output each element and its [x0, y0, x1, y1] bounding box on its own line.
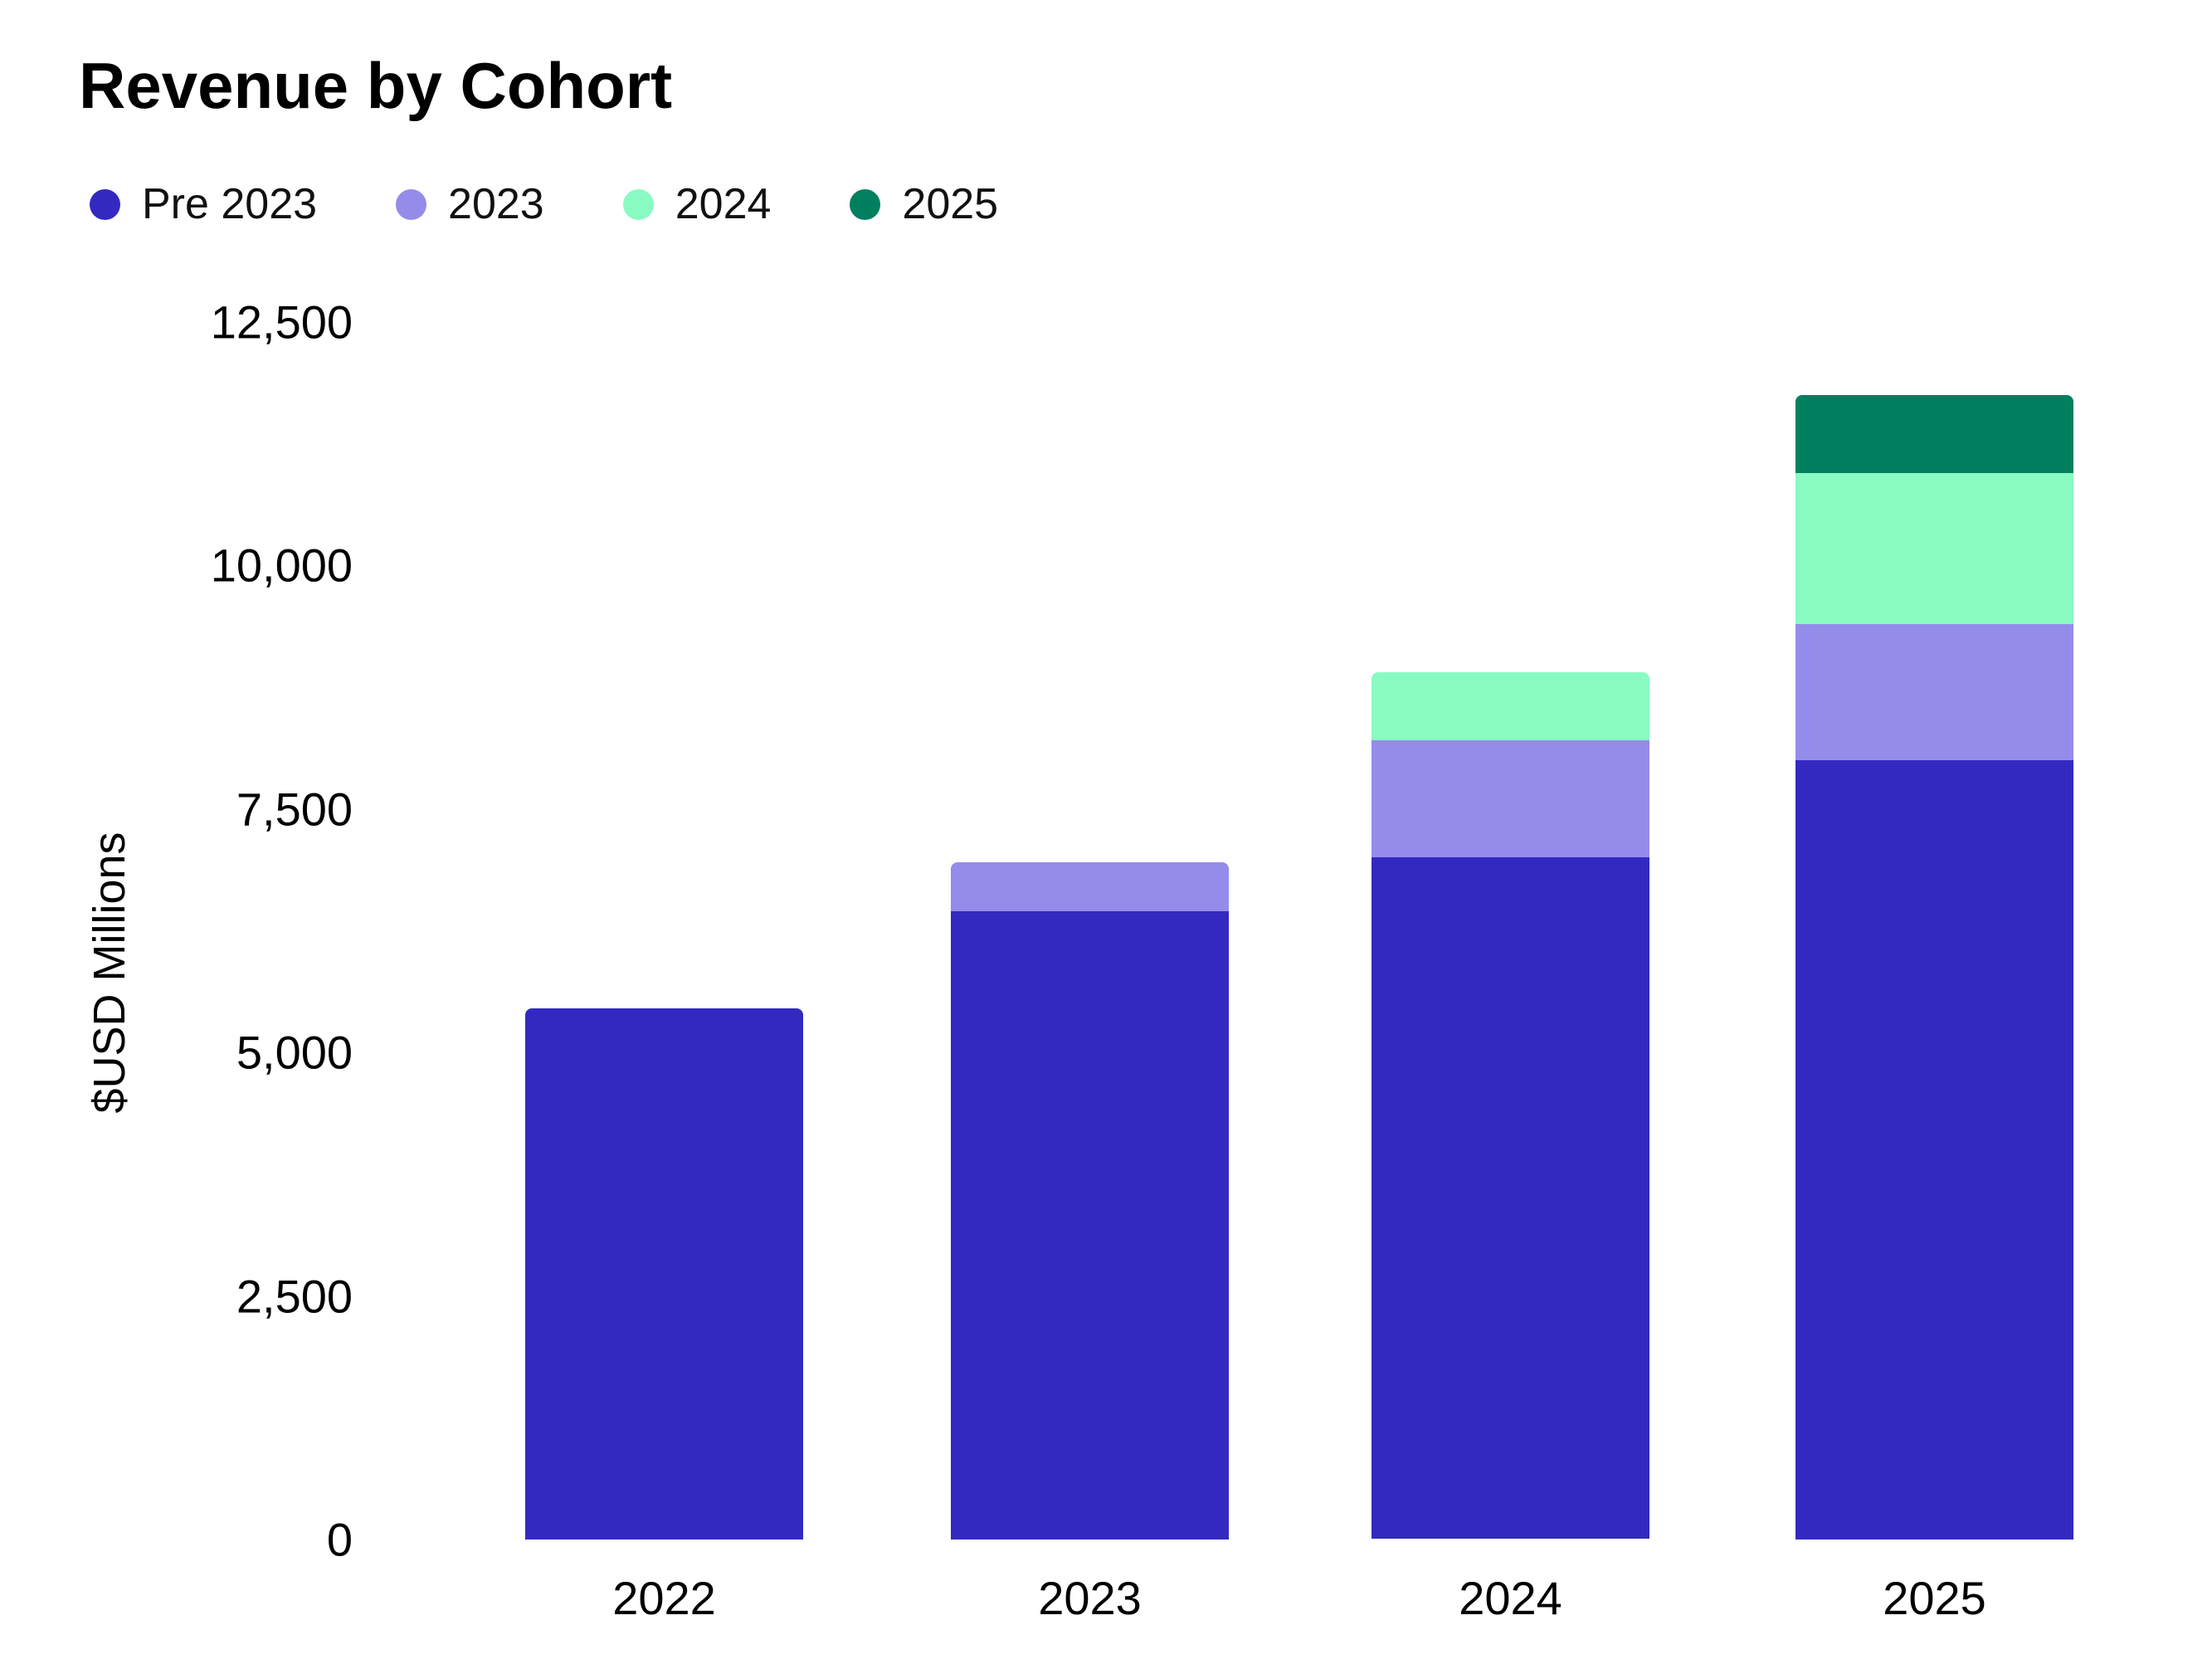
legend-item-label: 2023 — [448, 180, 544, 228]
legend-item-label: Pre 2023 — [142, 180, 318, 228]
bar-2024-segment-pre-2023[interactable] — [1372, 856, 1649, 1540]
legend: Pre 2023 2023 2024 2025 — [90, 179, 998, 229]
y-axis-tick-label: 12,500 — [210, 295, 353, 349]
chart-title: Revenue by Cohort — [79, 49, 673, 122]
legend-item-2023[interactable]: 2023 — [396, 179, 544, 229]
bar-2024-segment-2024[interactable] — [1372, 672, 1649, 741]
bar-2024[interactable] — [1372, 672, 1649, 1540]
x-axis-tick-label-2024: 2024 — [1459, 1572, 1562, 1624]
bar-2023-segment-2023[interactable] — [951, 862, 1229, 911]
legend-item-pre-2023[interactable]: Pre 2023 — [90, 179, 317, 229]
y-axis-tick-label: 0 — [326, 1513, 353, 1566]
legend-item-2025[interactable]: 2025 — [850, 179, 998, 229]
y-axis-tick-label: 10,000 — [210, 539, 353, 592]
bar-2025-segment-2023[interactable] — [1795, 623, 2073, 761]
bar-2025-segment-pre-2023[interactable] — [1795, 760, 2073, 1540]
bar-2025-segment-2024[interactable] — [1795, 472, 2073, 624]
bar-2022[interactable] — [525, 1008, 803, 1540]
bar-2025[interactable] — [1795, 395, 2073, 1540]
legend-dot-icon — [622, 188, 654, 220]
y-axis-tick-label: 2,500 — [236, 1270, 353, 1323]
y-axis-tick-label: 5,000 — [236, 1026, 353, 1079]
bar-2023[interactable] — [951, 862, 1229, 1540]
legend-dot-icon — [850, 188, 881, 220]
bar-2025-segment-2025[interactable] — [1795, 395, 2073, 473]
legend-dot-icon — [396, 188, 427, 220]
legend-item-2024[interactable]: 2024 — [622, 179, 772, 229]
legend-item-label: 2024 — [675, 180, 772, 228]
x-axis-tick-label-2023: 2023 — [1038, 1572, 1142, 1624]
y-axis-tick-label: 7,500 — [236, 783, 353, 836]
x-axis-tick-label-2025: 2025 — [1883, 1572, 1986, 1624]
legend-item-label: 2025 — [902, 180, 999, 228]
bar-2022-segment-pre-2023[interactable] — [525, 1008, 803, 1540]
bar-2024-segment-2023[interactable] — [1372, 740, 1649, 857]
x-axis-tick-label-2022: 2022 — [612, 1572, 716, 1624]
bar-2023-segment-pre-2023[interactable] — [951, 910, 1229, 1540]
legend-dot-icon — [90, 188, 120, 220]
